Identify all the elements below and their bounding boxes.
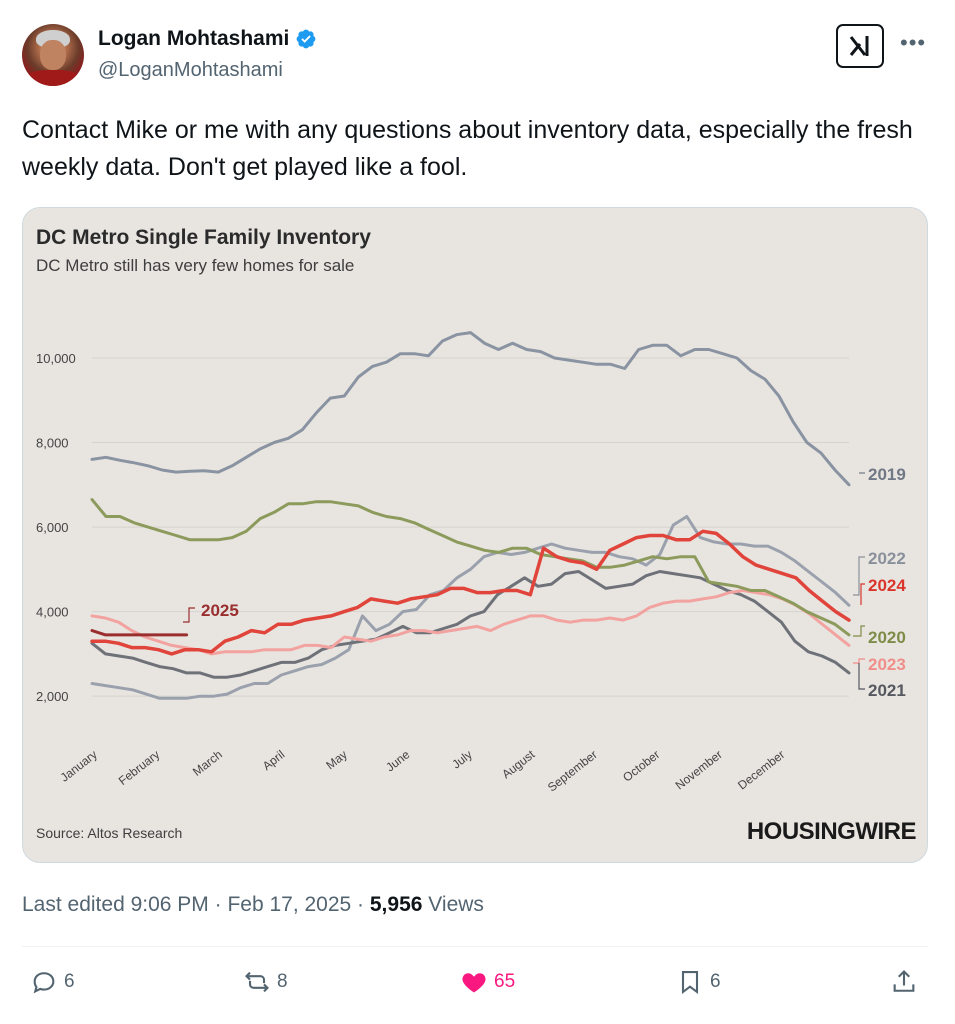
x-tick-label: March bbox=[190, 747, 225, 779]
x-tick-label: June bbox=[383, 747, 412, 774]
x-tick-label: July bbox=[449, 747, 474, 771]
legend-connector bbox=[858, 663, 865, 690]
grok-icon bbox=[849, 36, 869, 56]
series-line-2020 bbox=[90, 498, 851, 637]
edited-timestamp[interactable]: Last edited 9:06 PM · Feb 17, 2025 · bbox=[22, 893, 370, 916]
legend-label-2023: 2023 bbox=[868, 655, 906, 674]
like-button[interactable]: 65 bbox=[460, 968, 515, 996]
author-handle[interactable]: @LoganMohtashami bbox=[98, 59, 283, 81]
legend-connector bbox=[860, 583, 865, 605]
repost-icon bbox=[245, 971, 269, 993]
housingwire-logo: HOUSINGWIRE bbox=[747, 818, 917, 845]
series-line-2024 bbox=[90, 529, 851, 656]
x-tick-label: December bbox=[735, 747, 787, 792]
bookmark-count: 6 bbox=[710, 971, 721, 992]
chart-gridlines bbox=[92, 357, 849, 697]
action-bar: 6 8 65 6 bbox=[0, 968, 955, 1008]
avatar-shirt bbox=[26, 70, 80, 86]
author-name[interactable]: Logan Mohtashami bbox=[98, 27, 290, 50]
y-tick-label: 8,000 bbox=[36, 436, 69, 451]
legend-connector-2025 bbox=[183, 607, 195, 623]
legend-label-2022: 2022 bbox=[868, 549, 906, 568]
series-line-2025 bbox=[90, 629, 189, 637]
y-tick-label: 2,000 bbox=[36, 689, 69, 704]
legend-label-2025: 2025 bbox=[201, 601, 239, 620]
views-count: 5,956 bbox=[369, 893, 423, 916]
divider bbox=[22, 946, 928, 947]
repost-button[interactable]: 8 bbox=[243, 968, 288, 996]
legend-label-2020: 2020 bbox=[868, 628, 906, 647]
share-icon bbox=[893, 970, 915, 992]
x-axis-ticks: January February March April May June July Augu… bbox=[58, 747, 788, 795]
chart-subtitle: DC Metro still has very few homes for sa… bbox=[36, 256, 354, 275]
y-tick-label: 6,000 bbox=[36, 520, 69, 535]
legend-connector bbox=[853, 658, 865, 664]
x-tick-label: February bbox=[116, 747, 162, 788]
legend-connector bbox=[853, 556, 865, 596]
bookmark-button[interactable]: 6 bbox=[676, 968, 721, 996]
x-tick-label: October bbox=[620, 747, 662, 784]
legend-label-2024: 2024 bbox=[868, 576, 906, 595]
x-tick-label: September bbox=[545, 747, 600, 794]
author-name-row[interactable]: Logan Mohtashami bbox=[98, 27, 317, 51]
y-tick-label: 10,000 bbox=[36, 351, 76, 366]
more-options-icon[interactable]: ••• bbox=[900, 30, 927, 55]
bookmark-icon bbox=[681, 971, 699, 995]
x-tick-label: January bbox=[58, 747, 100, 784]
tweet-meta: Last edited 9:06 PM · Feb 17, 2025 · 5,9… bbox=[22, 893, 484, 917]
x-tick-label: April bbox=[260, 747, 288, 773]
chart-legend: 2019 2020 2021 2022 2023 2024 2025 bbox=[183, 465, 906, 700]
legend-connector bbox=[853, 625, 865, 637]
legend-label-2019: 2019 bbox=[868, 465, 906, 484]
legend-label-2021: 2021 bbox=[868, 681, 906, 700]
series-line-2019 bbox=[90, 331, 851, 487]
y-tick-label: 4,000 bbox=[36, 605, 69, 620]
repost-count: 8 bbox=[277, 971, 288, 992]
reply-icon bbox=[33, 972, 55, 994]
verified-badge-icon bbox=[296, 29, 316, 49]
grok-button[interactable] bbox=[836, 24, 884, 68]
share-button[interactable] bbox=[890, 968, 918, 996]
y-axis-ticks: 2,000 4,000 6,000 8,000 10,000 bbox=[36, 351, 76, 704]
inventory-chart: DC Metro Single Family Inventory DC Metr… bbox=[36, 226, 917, 845]
avatar-face bbox=[40, 40, 66, 70]
chart-title: DC Metro Single Family Inventory bbox=[36, 226, 371, 249]
x-tick-label: November bbox=[673, 747, 725, 792]
reply-count: 6 bbox=[64, 971, 75, 992]
avatar[interactable] bbox=[22, 24, 84, 86]
chart-source: Source: Altos Research bbox=[36, 825, 182, 841]
tweet-text: Contact Mike or me with any questions ab… bbox=[22, 116, 913, 181]
series-line-2023 bbox=[90, 589, 851, 656]
series-line-2022 bbox=[90, 515, 851, 700]
views-label: Views bbox=[422, 893, 484, 916]
x-tick-label: August bbox=[499, 747, 538, 781]
heart-icon bbox=[462, 973, 486, 993]
series-line-2021 bbox=[90, 570, 851, 679]
tweet-media-chart[interactable]: DC Metro Single Family Inventory DC Metr… bbox=[22, 207, 928, 863]
reply-button[interactable]: 6 bbox=[30, 968, 75, 996]
x-tick-label: May bbox=[323, 747, 349, 772]
like-count: 65 bbox=[494, 971, 516, 992]
chart-series bbox=[90, 331, 851, 700]
